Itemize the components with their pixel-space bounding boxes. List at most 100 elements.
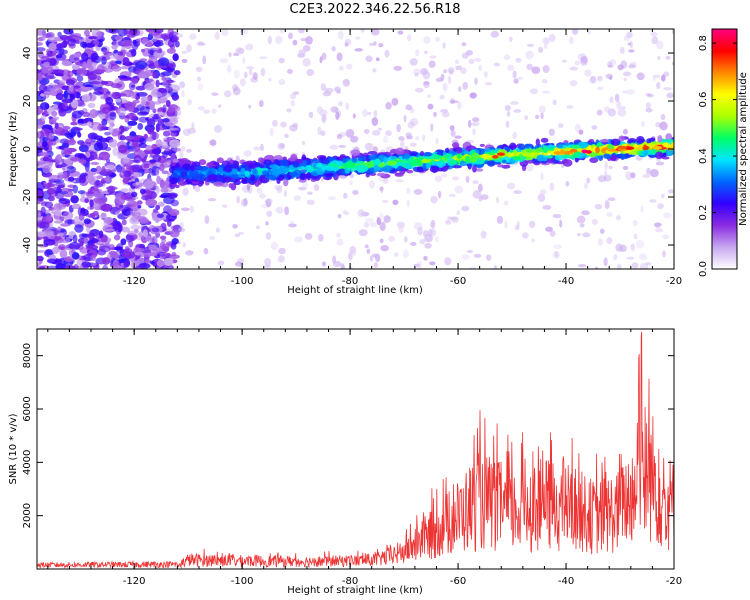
faint-speckle <box>619 106 626 110</box>
y-tick-label: -40 <box>22 237 33 253</box>
noise-speckle <box>130 224 142 230</box>
noise-speckle <box>82 61 88 71</box>
faint-speckle <box>509 101 519 106</box>
noise-speckle <box>101 257 111 265</box>
ridge-blob <box>603 153 611 159</box>
noise-speckle <box>42 229 55 237</box>
ridge-blob <box>599 139 609 143</box>
faint-speckle <box>484 82 493 86</box>
ridge-blob <box>306 161 311 166</box>
faint-speckle <box>667 189 674 194</box>
faint-speckle <box>252 72 258 80</box>
ridge-blob <box>278 165 290 174</box>
noise-speckle <box>93 199 106 205</box>
noise-speckle <box>91 125 100 131</box>
noise-speckle <box>37 69 42 73</box>
faint-speckle <box>287 32 294 40</box>
colorbar-frame <box>711 28 738 270</box>
noise-speckle <box>53 203 63 212</box>
faint-speckle <box>557 123 564 128</box>
faint-speckle <box>245 43 254 51</box>
noise-speckle <box>89 109 98 118</box>
noise-speckle <box>135 60 148 70</box>
faint-speckle <box>504 105 511 112</box>
faint-speckle <box>274 184 283 191</box>
faint-speckle <box>480 230 487 239</box>
faint-speckle <box>454 135 462 139</box>
faint-speckle <box>513 109 522 113</box>
faint-speckle <box>457 86 462 93</box>
noise-speckle <box>48 195 55 202</box>
faint-speckle <box>256 187 263 194</box>
noise-speckle <box>97 141 109 151</box>
faint-speckle <box>445 219 452 225</box>
noise-speckle <box>92 202 100 209</box>
noise-speckle <box>72 184 79 194</box>
faint-speckle <box>655 40 664 50</box>
noise-speckle <box>96 75 102 80</box>
faint-speckle <box>340 263 345 269</box>
x-tick-label: -100 <box>231 576 254 587</box>
ridge-blob <box>269 164 279 169</box>
ridge-blob <box>228 182 234 189</box>
snr-x-axis: -120 -100 -80 -60 -40 -20 <box>47 329 682 587</box>
noise-speckle <box>115 60 122 64</box>
noise-speckle <box>64 132 74 138</box>
faint-speckle <box>211 108 217 114</box>
faint-speckle <box>630 243 635 252</box>
faint-speckle <box>349 245 357 254</box>
faint-speckle <box>283 189 288 198</box>
faint-speckle <box>367 111 372 116</box>
noise-speckle <box>37 212 41 217</box>
noise-speckle <box>127 120 138 126</box>
faint-speckle <box>255 225 261 230</box>
noise-speckle <box>41 141 48 148</box>
ridge-blob <box>472 165 477 173</box>
ridge-blob <box>629 148 639 156</box>
noise-speckle <box>156 126 167 131</box>
noise-speckle <box>168 31 179 36</box>
faint-speckle <box>423 256 428 261</box>
faint-speckle <box>504 221 508 229</box>
faint-speckle <box>391 97 399 106</box>
faint-speckle <box>529 88 538 95</box>
faint-speckle <box>246 66 255 70</box>
ridge-blob <box>204 180 210 186</box>
faint-speckle <box>382 220 386 225</box>
noise-speckle <box>56 164 63 169</box>
ridge-blob <box>464 155 471 164</box>
noise-speckle <box>157 111 164 116</box>
faint-speckle <box>352 189 359 195</box>
noise-speckle <box>43 109 48 116</box>
noise-speckle <box>153 101 162 105</box>
faint-speckle <box>466 49 473 56</box>
ridge-blob <box>278 173 285 181</box>
x-tick-label: -60 <box>450 576 466 587</box>
faint-speckle <box>639 253 648 261</box>
noise-speckle <box>107 185 116 194</box>
ridge-blob <box>233 179 241 186</box>
noise-speckle <box>105 96 114 105</box>
ridge-blob <box>301 159 308 167</box>
noise-speckle <box>48 174 60 181</box>
noise-speckle <box>145 144 153 151</box>
faint-speckle <box>334 85 342 94</box>
faint-speckle <box>623 34 630 42</box>
faint-speckle <box>400 140 405 148</box>
faint-speckle <box>196 76 202 82</box>
noise-speckle <box>108 250 118 256</box>
noise-speckle <box>111 44 118 50</box>
noise-speckle <box>168 209 180 217</box>
faint-speckle <box>279 29 285 34</box>
ridge-blob <box>240 167 246 175</box>
faint-speckle <box>507 64 515 72</box>
noise-speckle <box>69 94 75 100</box>
faint-speckle <box>385 101 392 110</box>
faint-speckle <box>198 106 205 111</box>
noise-speckle <box>104 176 111 182</box>
faint-speckle <box>630 172 636 179</box>
ridge-blob <box>444 147 450 153</box>
ridge-blob <box>518 143 526 150</box>
faint-speckle <box>214 125 223 133</box>
ridge-blob <box>407 157 414 163</box>
